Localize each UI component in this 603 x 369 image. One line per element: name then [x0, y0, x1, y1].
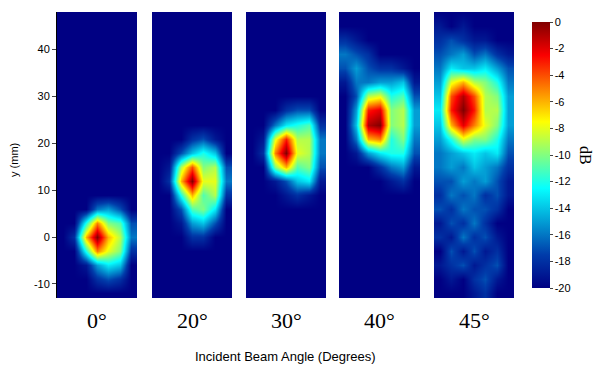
svg-text:Incident Beam Angle (Degrees): Incident Beam Angle (Degrees) [195, 349, 376, 364]
svg-text:20: 20 [38, 137, 50, 149]
svg-text:40: 40 [38, 43, 50, 55]
svg-text:-8: -8 [555, 122, 565, 134]
svg-text:dB: dB [577, 146, 594, 165]
svg-text:0°: 0° [87, 308, 107, 333]
svg-text:-6: -6 [555, 96, 565, 108]
svg-text:45°: 45° [459, 308, 490, 333]
svg-text:-14: -14 [555, 202, 571, 214]
svg-text:-16: -16 [555, 229, 571, 241]
svg-text:30°: 30° [271, 308, 302, 333]
svg-text:0: 0 [555, 16, 561, 28]
svg-text:-10: -10 [34, 278, 50, 290]
svg-text:-18: -18 [555, 255, 571, 267]
svg-text:-2: -2 [555, 42, 565, 54]
svg-text:-20: -20 [555, 282, 571, 294]
svg-text:-12: -12 [555, 175, 571, 187]
svg-text:10: 10 [38, 184, 50, 196]
svg-text:-10: -10 [555, 149, 571, 161]
svg-text:0: 0 [44, 231, 50, 243]
svg-text:y (mm): y (mm) [8, 143, 20, 177]
svg-text:30: 30 [38, 90, 50, 102]
svg-text:-4: -4 [555, 69, 565, 81]
svg-text:40°: 40° [364, 308, 395, 333]
svg-text:20°: 20° [177, 308, 208, 333]
